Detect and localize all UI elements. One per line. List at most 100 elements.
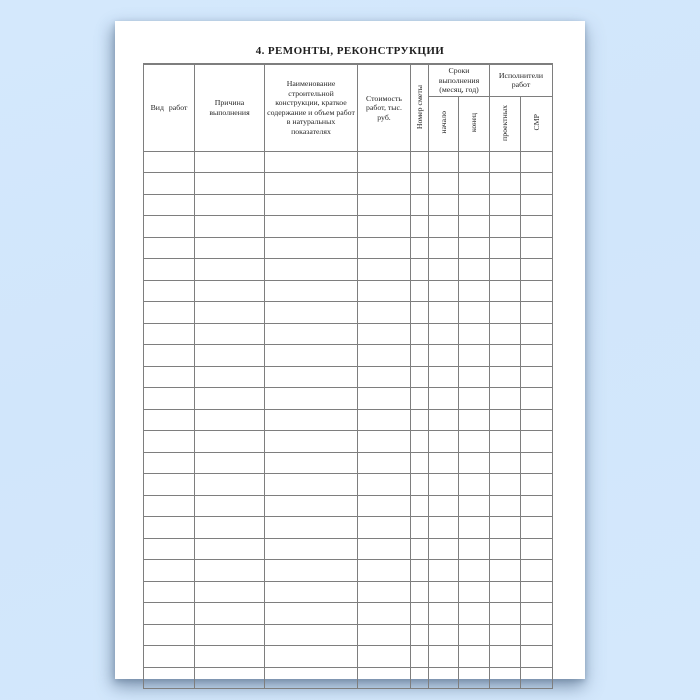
table-cell: [143, 623, 195, 647]
table-cell: [194, 215, 265, 238]
header-row-groups: Вид работ Причина выполнения Наименовани…: [143, 63, 553, 152]
table-cell: [428, 365, 459, 389]
table-cell: [194, 494, 265, 518]
table-cell: [410, 516, 429, 539]
table-cell: [264, 258, 358, 281]
table-cell: [428, 258, 459, 281]
table-cell: [489, 666, 521, 690]
table-cell: [428, 494, 459, 518]
table-header: Вид работ Причина выполнения Наименовани…: [143, 63, 553, 152]
table-cell: [410, 279, 429, 303]
table-cell: [520, 172, 553, 195]
page-title: 4. РЕМОНТЫ, РЕКОНСТРУКЦИИ: [255, 45, 445, 57]
table-cell: [357, 236, 411, 260]
table-cell: [489, 215, 521, 238]
table-cell: [194, 451, 265, 475]
table-cell: [410, 236, 429, 260]
table-cell: [194, 537, 265, 561]
table-cell: [489, 344, 521, 367]
table-cell: [357, 430, 411, 453]
table-cell: [357, 172, 411, 195]
table-cell: [458, 645, 490, 668]
table-cell: [143, 451, 195, 475]
table-cell: [410, 645, 429, 668]
table-cell: [489, 172, 521, 195]
table-row: [143, 559, 553, 582]
table-row: [143, 279, 553, 303]
table-cell: [264, 387, 358, 410]
table-cell: [410, 537, 429, 561]
table-cell: [143, 666, 195, 690]
table-cell: [410, 150, 429, 174]
table-cell: [357, 301, 411, 324]
table-row: [143, 580, 553, 604]
table-cell: [264, 301, 358, 324]
table-cell: [520, 473, 553, 496]
table-cell: [428, 430, 459, 453]
table-cell: [143, 215, 195, 238]
table-cell: [520, 301, 553, 324]
table-cell: [357, 473, 411, 496]
table-cell: [357, 645, 411, 668]
table-row: [143, 215, 553, 238]
table-cell: [357, 408, 411, 432]
table-cell: [194, 473, 265, 496]
table-cell: [264, 516, 358, 539]
table-row: [143, 602, 553, 625]
table-cell: [143, 408, 195, 432]
table-row: [143, 473, 553, 496]
table-cell: [143, 344, 195, 367]
table-cell: [264, 215, 358, 238]
subcol-header-end: конец: [458, 95, 490, 152]
table-cell: [489, 322, 521, 346]
table-cell: [410, 301, 429, 324]
col-header-work-type-label: Вид работ: [150, 103, 188, 113]
table-cell: [428, 236, 459, 260]
table-cell: [410, 430, 429, 453]
table-row: [143, 645, 553, 668]
group-header-completion-dates: Сроки выполнения (месяц, год): [428, 63, 490, 97]
repairs-table: Вид работ Причина выполнения Наименовани…: [143, 63, 553, 690]
table-cell: [458, 516, 490, 539]
table-row: [143, 236, 553, 260]
col-header-cost: Стоимость работ, тыс. руб.: [357, 63, 411, 152]
table-cell: [357, 494, 411, 518]
table-cell: [143, 387, 195, 410]
table-cell: [489, 645, 521, 668]
table-cell: [458, 666, 490, 690]
table-cell: [489, 516, 521, 539]
table-cell: [357, 580, 411, 604]
table-cell: [520, 408, 553, 432]
table-row: [143, 258, 553, 281]
table-cell: [410, 451, 429, 475]
table-row: [143, 301, 553, 324]
table-cell: [458, 387, 490, 410]
table-cell: [428, 559, 459, 582]
table-cell: [520, 580, 553, 604]
table-cell: [264, 537, 358, 561]
table-cell: [410, 408, 429, 432]
table-row: [143, 494, 553, 518]
table-cell: [520, 150, 553, 174]
table-cell: [520, 559, 553, 582]
table-cell: [520, 236, 553, 260]
table-cell: [264, 559, 358, 582]
table-cell: [194, 193, 265, 217]
table-cell: [489, 301, 521, 324]
table-cell: [458, 602, 490, 625]
group-header-performers-label: Исполнители работ: [498, 70, 544, 90]
table-row: [143, 172, 553, 195]
table-body: [143, 150, 553, 690]
col-header-estimate-number-label: Номер сметы: [414, 84, 424, 129]
table-row: [143, 150, 553, 174]
table-cell: [489, 193, 521, 217]
table-cell: [357, 279, 411, 303]
document-page: 4. РЕМОНТЫ, РЕКОНСТРУКЦИИ Вид работ Прич…: [115, 21, 585, 690]
table-row: [143, 322, 553, 346]
subcol-header-design: проектных: [489, 95, 521, 152]
table-cell: [264, 451, 358, 475]
table-cell: [458, 473, 490, 496]
table-cell: [458, 301, 490, 324]
table-cell: [410, 193, 429, 217]
